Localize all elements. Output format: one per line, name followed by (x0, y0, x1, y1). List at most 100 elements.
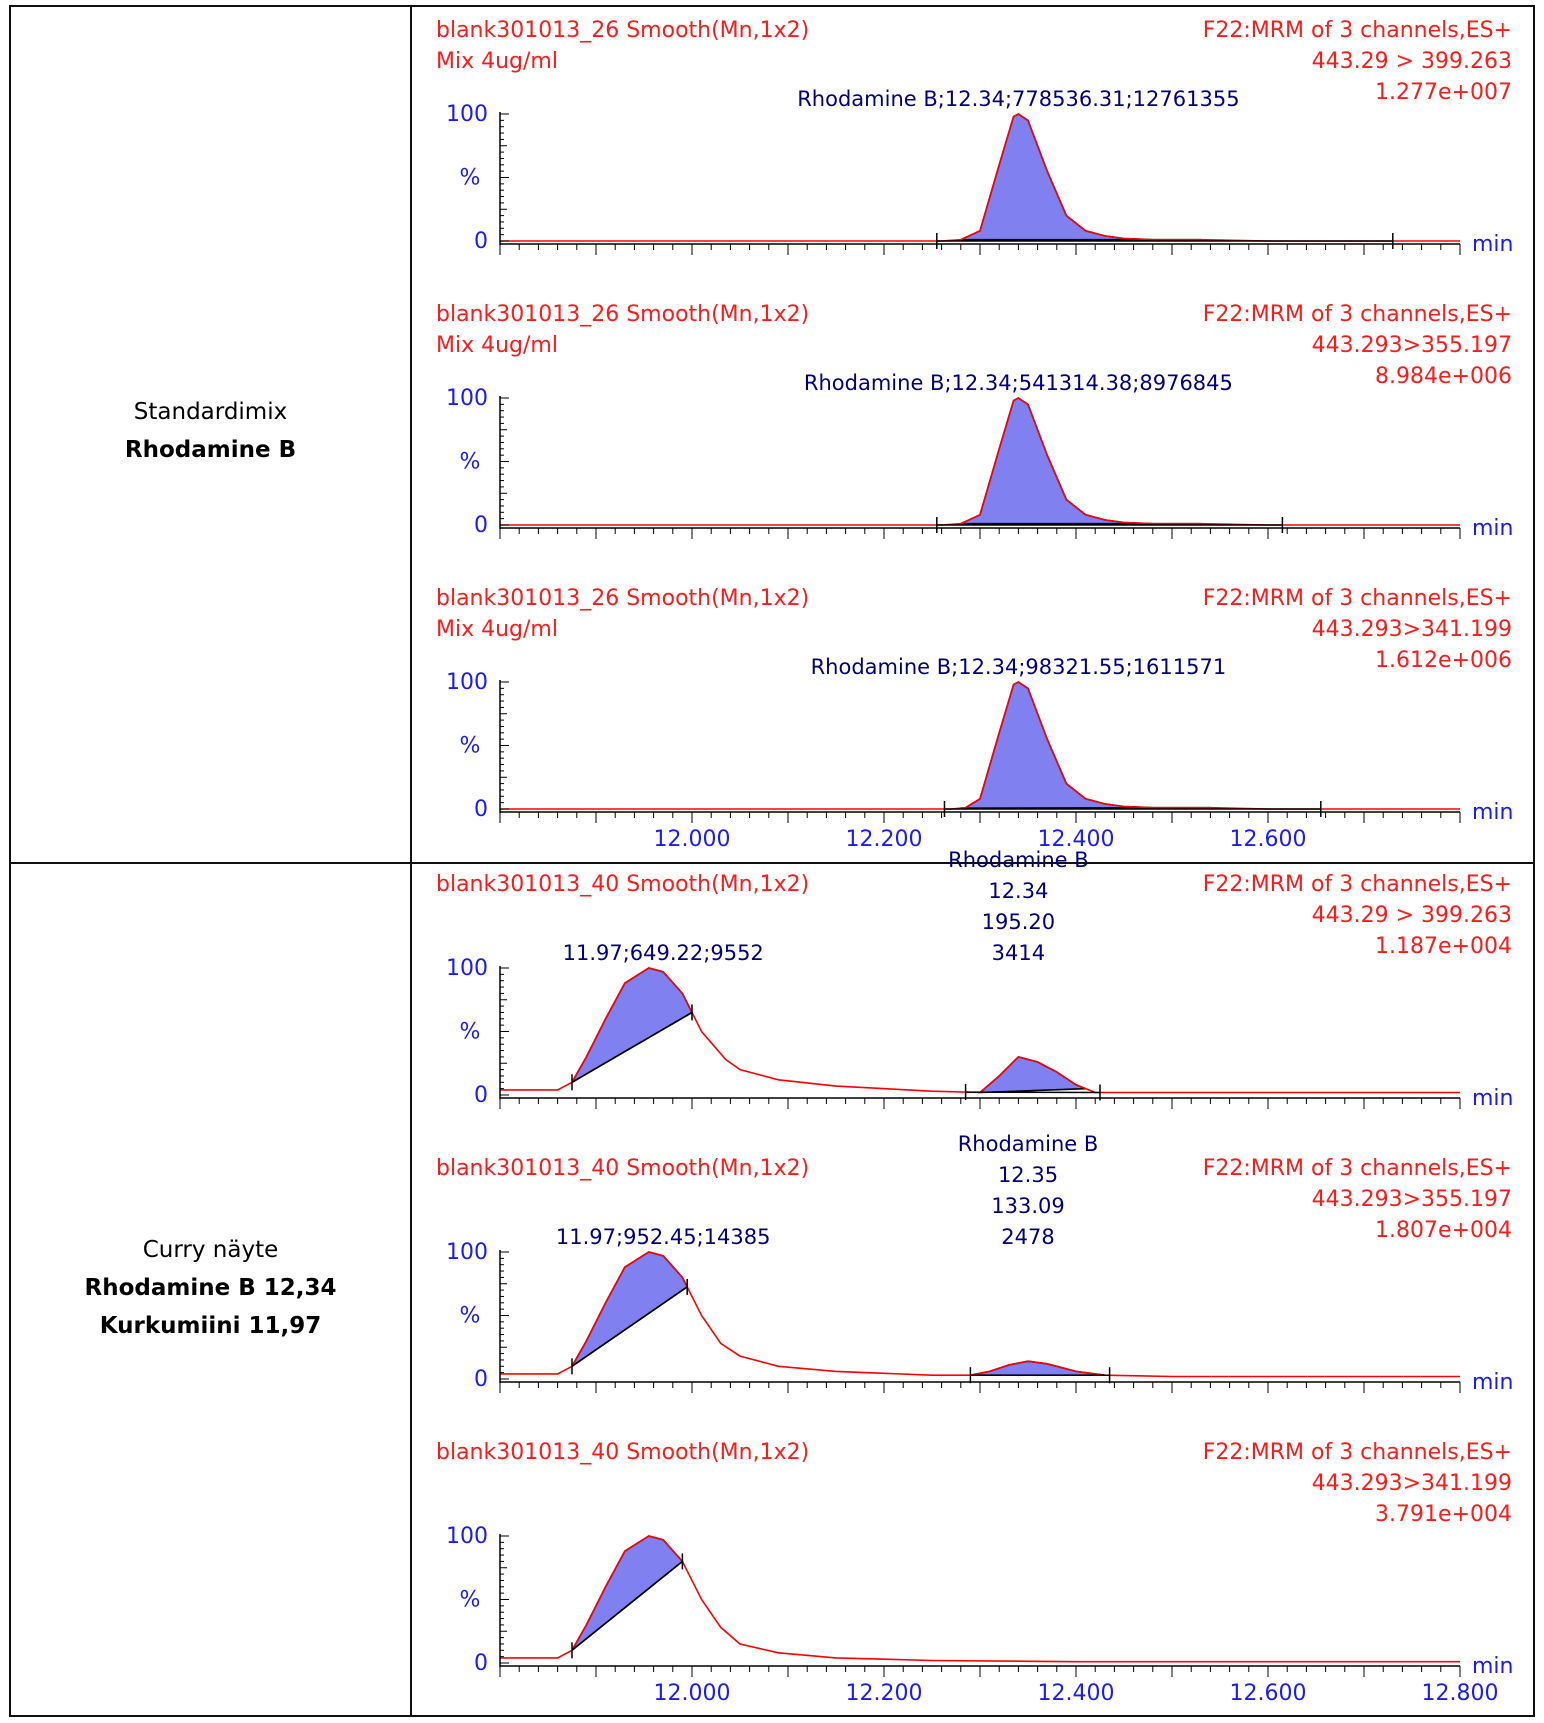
x-tick-label: 12.000 (654, 827, 731, 852)
header-right-line: F22:MRM of 3 channels,ES+ (1203, 586, 1512, 611)
y-axis-label: % (460, 1588, 481, 1613)
chromatogram-panel-4 (499, 966, 1461, 1109)
trace-line (500, 681, 1460, 810)
integration-baseline (571, 1286, 688, 1367)
header-right-line: F22:MRM of 3 channels,ES+ (1203, 1156, 1512, 1181)
peak-annotation: Rhodamine B;12.34;98321.55;1611571 (811, 655, 1227, 679)
trace-line (500, 967, 1460, 1094)
x-tick-label: 12.200 (846, 1681, 923, 1706)
trace-line (500, 397, 1460, 526)
row-label-line2: Rhodamine B 12,34 (84, 1275, 337, 1301)
y-axis-label: % (460, 1304, 481, 1329)
y-tick-label: 100 (446, 386, 488, 411)
peak-annotation: 195.20 (982, 910, 1055, 934)
y-tick-label: 100 (446, 1524, 488, 1549)
header-left-line: blank301013_40 Smooth(Mn,1x2) (436, 1440, 809, 1465)
y-tick-label: 0 (474, 1367, 488, 1392)
x-tick-label: 12.600 (1230, 827, 1307, 852)
peak-area (571, 1251, 689, 1367)
x-tick-label: 12.000 (654, 1681, 731, 1706)
header-right-line: 1.807e+004 (1375, 1218, 1512, 1243)
x-tick-label: 12.200 (846, 827, 923, 852)
y-tick-label: 100 (446, 956, 488, 981)
chromatogram-panel-2 (499, 396, 1461, 539)
y-tick-label: 0 (474, 797, 488, 822)
x-tick-label: 12.600 (1230, 1681, 1307, 1706)
y-tick-label: 0 (474, 1083, 488, 1108)
peak-area (977, 1056, 1086, 1094)
x-axis-label: min (1472, 516, 1514, 541)
x-axis-label: min (1472, 1086, 1514, 1111)
header-right-line: 443.293>355.197 (1312, 1187, 1512, 1212)
header-right-line: 443.293>355.197 (1312, 333, 1512, 358)
header-right-line: 1.612e+006 (1375, 648, 1512, 673)
header-left-line: blank301013_26 Smooth(Mn,1x2) (436, 302, 809, 327)
row-label-line3: Kurkumiini 11,97 (99, 1313, 322, 1339)
y-tick-label: 0 (474, 1651, 488, 1676)
peak-annotation: Rhodamine B;12.34;541314.38;8976845 (804, 371, 1233, 395)
y-axis-label: % (460, 166, 481, 191)
y-axis-label: % (460, 1020, 481, 1045)
header-left-line: Mix 4ug/ml (436, 49, 558, 74)
chromatogram-panel-3 (499, 680, 1461, 823)
row-label-line2: Rhodamine B (124, 437, 297, 463)
x-axis-label: min (1472, 1370, 1514, 1395)
x-axis-label: min (1472, 800, 1514, 825)
trace-line (500, 1251, 1460, 1378)
header-right-line: F22:MRM of 3 channels,ES+ (1203, 1440, 1512, 1465)
row-divider (9, 862, 1535, 864)
header-right-line: 443.293>341.199 (1312, 617, 1512, 642)
peak-annotation: 3414 (992, 941, 1045, 965)
peak-annotation: 11.97;649.22;9552 (563, 941, 764, 965)
row-label-line1: Standardimix (133, 399, 288, 425)
peak-annotation: 11.97;952.45;14385 (556, 1225, 771, 1249)
header-right-line: 1.277e+007 (1375, 80, 1512, 105)
trace-line (500, 113, 1460, 242)
integration-baseline (571, 1011, 693, 1083)
header-left-line: blank301013_40 Smooth(Mn,1x2) (436, 1156, 809, 1181)
x-axis-label: min (1472, 1654, 1514, 1679)
column-divider (410, 5, 412, 1717)
y-tick-label: 0 (474, 513, 488, 538)
y-tick-label: 100 (446, 670, 488, 695)
peak-area (960, 113, 1201, 241)
peak-annotation: Rhodamine B (958, 1132, 1099, 1156)
y-axis-label: % (460, 450, 481, 475)
header-right-line: 1.187e+004 (1375, 934, 1512, 959)
chromatogram-panel-1 (499, 112, 1461, 255)
header-right-line: F22:MRM of 3 channels,ES+ (1203, 18, 1512, 43)
header-right-line: 8.984e+006 (1375, 364, 1512, 389)
header-right-line: 443.293>341.199 (1312, 1471, 1512, 1496)
header-right-line: F22:MRM of 3 channels,ES+ (1203, 872, 1512, 897)
peak-annotation: 12.35 (998, 1163, 1058, 1187)
y-tick-label: 0 (474, 229, 488, 254)
header-left-line: blank301013_26 Smooth(Mn,1x2) (436, 586, 809, 611)
x-tick-label: 12.400 (1038, 827, 1115, 852)
header-right-line: 443.29 > 399.263 (1312, 903, 1512, 928)
header-left-line: blank301013_40 Smooth(Mn,1x2) (436, 872, 809, 897)
peak-annotation: Rhodamine B (948, 848, 1089, 872)
row-label-curry: Curry näyte Rhodamine B 12,34 Kurkumiini… (11, 1231, 410, 1345)
x-axis-label: min (1472, 232, 1514, 257)
peak-annotation: 12.34 (988, 879, 1048, 903)
header-right-line: 443.29 > 399.263 (1312, 49, 1512, 74)
peak-annotation: Rhodamine B;12.34;778536.31;12761355 (797, 87, 1239, 111)
row-label-standardimix: Standardimix Rhodamine B (11, 393, 410, 469)
header-right-line: 3.791e+004 (1375, 1502, 1512, 1527)
peak-annotation: 2478 (1001, 1225, 1054, 1249)
chromatogram-panel-5 (499, 1250, 1461, 1393)
figure-table-border (9, 5, 1535, 1717)
header-left-line: blank301013_26 Smooth(Mn,1x2) (436, 18, 809, 43)
header-left-line: Mix 4ug/ml (436, 333, 558, 358)
peak-annotation: 133.09 (991, 1194, 1064, 1218)
chromatogram-panel-6 (499, 1534, 1461, 1677)
integration-baseline (571, 1560, 683, 1651)
x-tick-label: 12.800 (1422, 1681, 1499, 1706)
y-axis-label: % (460, 734, 481, 759)
x-tick-label: 12.400 (1038, 1681, 1115, 1706)
peak-area (960, 397, 1201, 525)
header-right-line: F22:MRM of 3 channels,ES+ (1203, 302, 1512, 327)
header-left-line: Mix 4ug/ml (436, 617, 558, 642)
y-tick-label: 100 (446, 1240, 488, 1265)
